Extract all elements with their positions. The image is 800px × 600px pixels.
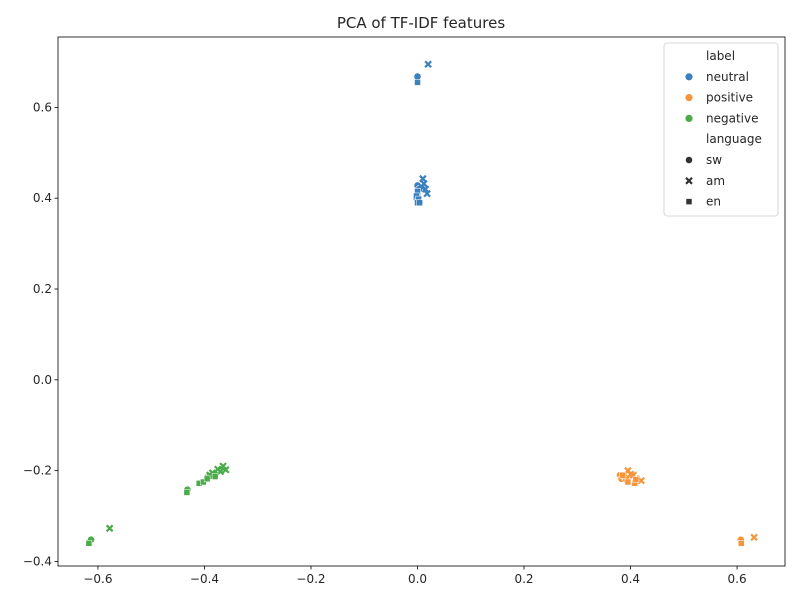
- data-point-neutral-am: [424, 60, 432, 69]
- y-tick-label: −0.4: [23, 554, 52, 568]
- legend-marker-am: [685, 177, 693, 185]
- axes-frame: [57, 36, 786, 567]
- legend-title: label: [706, 49, 735, 63]
- y-tick-label: −0.2: [23, 464, 52, 478]
- legend-label-sw: sw: [706, 153, 722, 167]
- y-axis: −0.4 −0.2 0.0 0.2 0.4 0.6: [23, 100, 58, 568]
- data-point-negative-en: [183, 489, 191, 496]
- legend-title: language: [706, 132, 762, 146]
- data-point-negative-am: [221, 465, 230, 474]
- data-point-positive-en: [632, 476, 640, 483]
- x-tick-label: 0.4: [621, 572, 640, 586]
- data-points: [85, 60, 758, 547]
- data-point-negative-am: [105, 524, 114, 533]
- legend-label-en: en: [706, 195, 721, 209]
- x-tick-label: −0.4: [190, 572, 219, 586]
- data-point-neutral-am: [419, 174, 427, 183]
- data-point-positive-en: [738, 540, 745, 547]
- x-tick-label: −0.2: [296, 572, 325, 586]
- legend-marker-en: [685, 198, 693, 205]
- x-tick-label: 0.6: [728, 572, 747, 586]
- data-point-neutral-en: [416, 199, 423, 206]
- data-point-neutral-en: [414, 79, 421, 86]
- legend-box: [663, 42, 779, 217]
- chart-title: PCA of TF-IDF features: [337, 14, 506, 32]
- legend-marker-positive: [685, 94, 693, 102]
- x-tick-label: 0.2: [514, 572, 533, 586]
- data-point-negative-en: [85, 540, 93, 547]
- x-axis: −0.6 −0.4 −0.2 0.0 0.2 0.4 0.6: [83, 566, 747, 586]
- x-tick-label: 0.0: [408, 572, 427, 586]
- legend-label-positive: positive: [706, 91, 753, 105]
- plot-area-border: [57, 36, 786, 567]
- data-point-negative-am: [214, 465, 222, 474]
- legend-marker-neutral: [685, 73, 693, 81]
- y-tick-label: 0.0: [33, 373, 52, 387]
- data-point-negative-en: [203, 475, 211, 483]
- data-point-positive-am: [626, 470, 635, 479]
- legend-label-neutral: neutral: [706, 70, 749, 84]
- legend: label neutral positive negative language sw am…: [663, 42, 779, 217]
- data-point-positive-am: [637, 476, 645, 485]
- y-tick-label: 0.6: [33, 100, 52, 114]
- legend-label-negative: negative: [706, 111, 758, 125]
- legend-label-am: am: [706, 174, 725, 188]
- data-point-neutral-am: [423, 189, 431, 198]
- data-point-positive-en: [619, 471, 626, 479]
- data-point-positive-en: [624, 478, 632, 486]
- legend-marker-negative: [685, 114, 693, 122]
- y-tick-label: 0.4: [33, 191, 52, 205]
- data-point-negative-en: [211, 473, 219, 480]
- x-tick-label: −0.6: [83, 572, 112, 586]
- legend-marker-sw: [685, 156, 693, 164]
- data-point-neutral-sw: [413, 72, 422, 81]
- y-tick-label: 0.2: [33, 282, 52, 296]
- data-point-positive-am: [750, 533, 758, 542]
